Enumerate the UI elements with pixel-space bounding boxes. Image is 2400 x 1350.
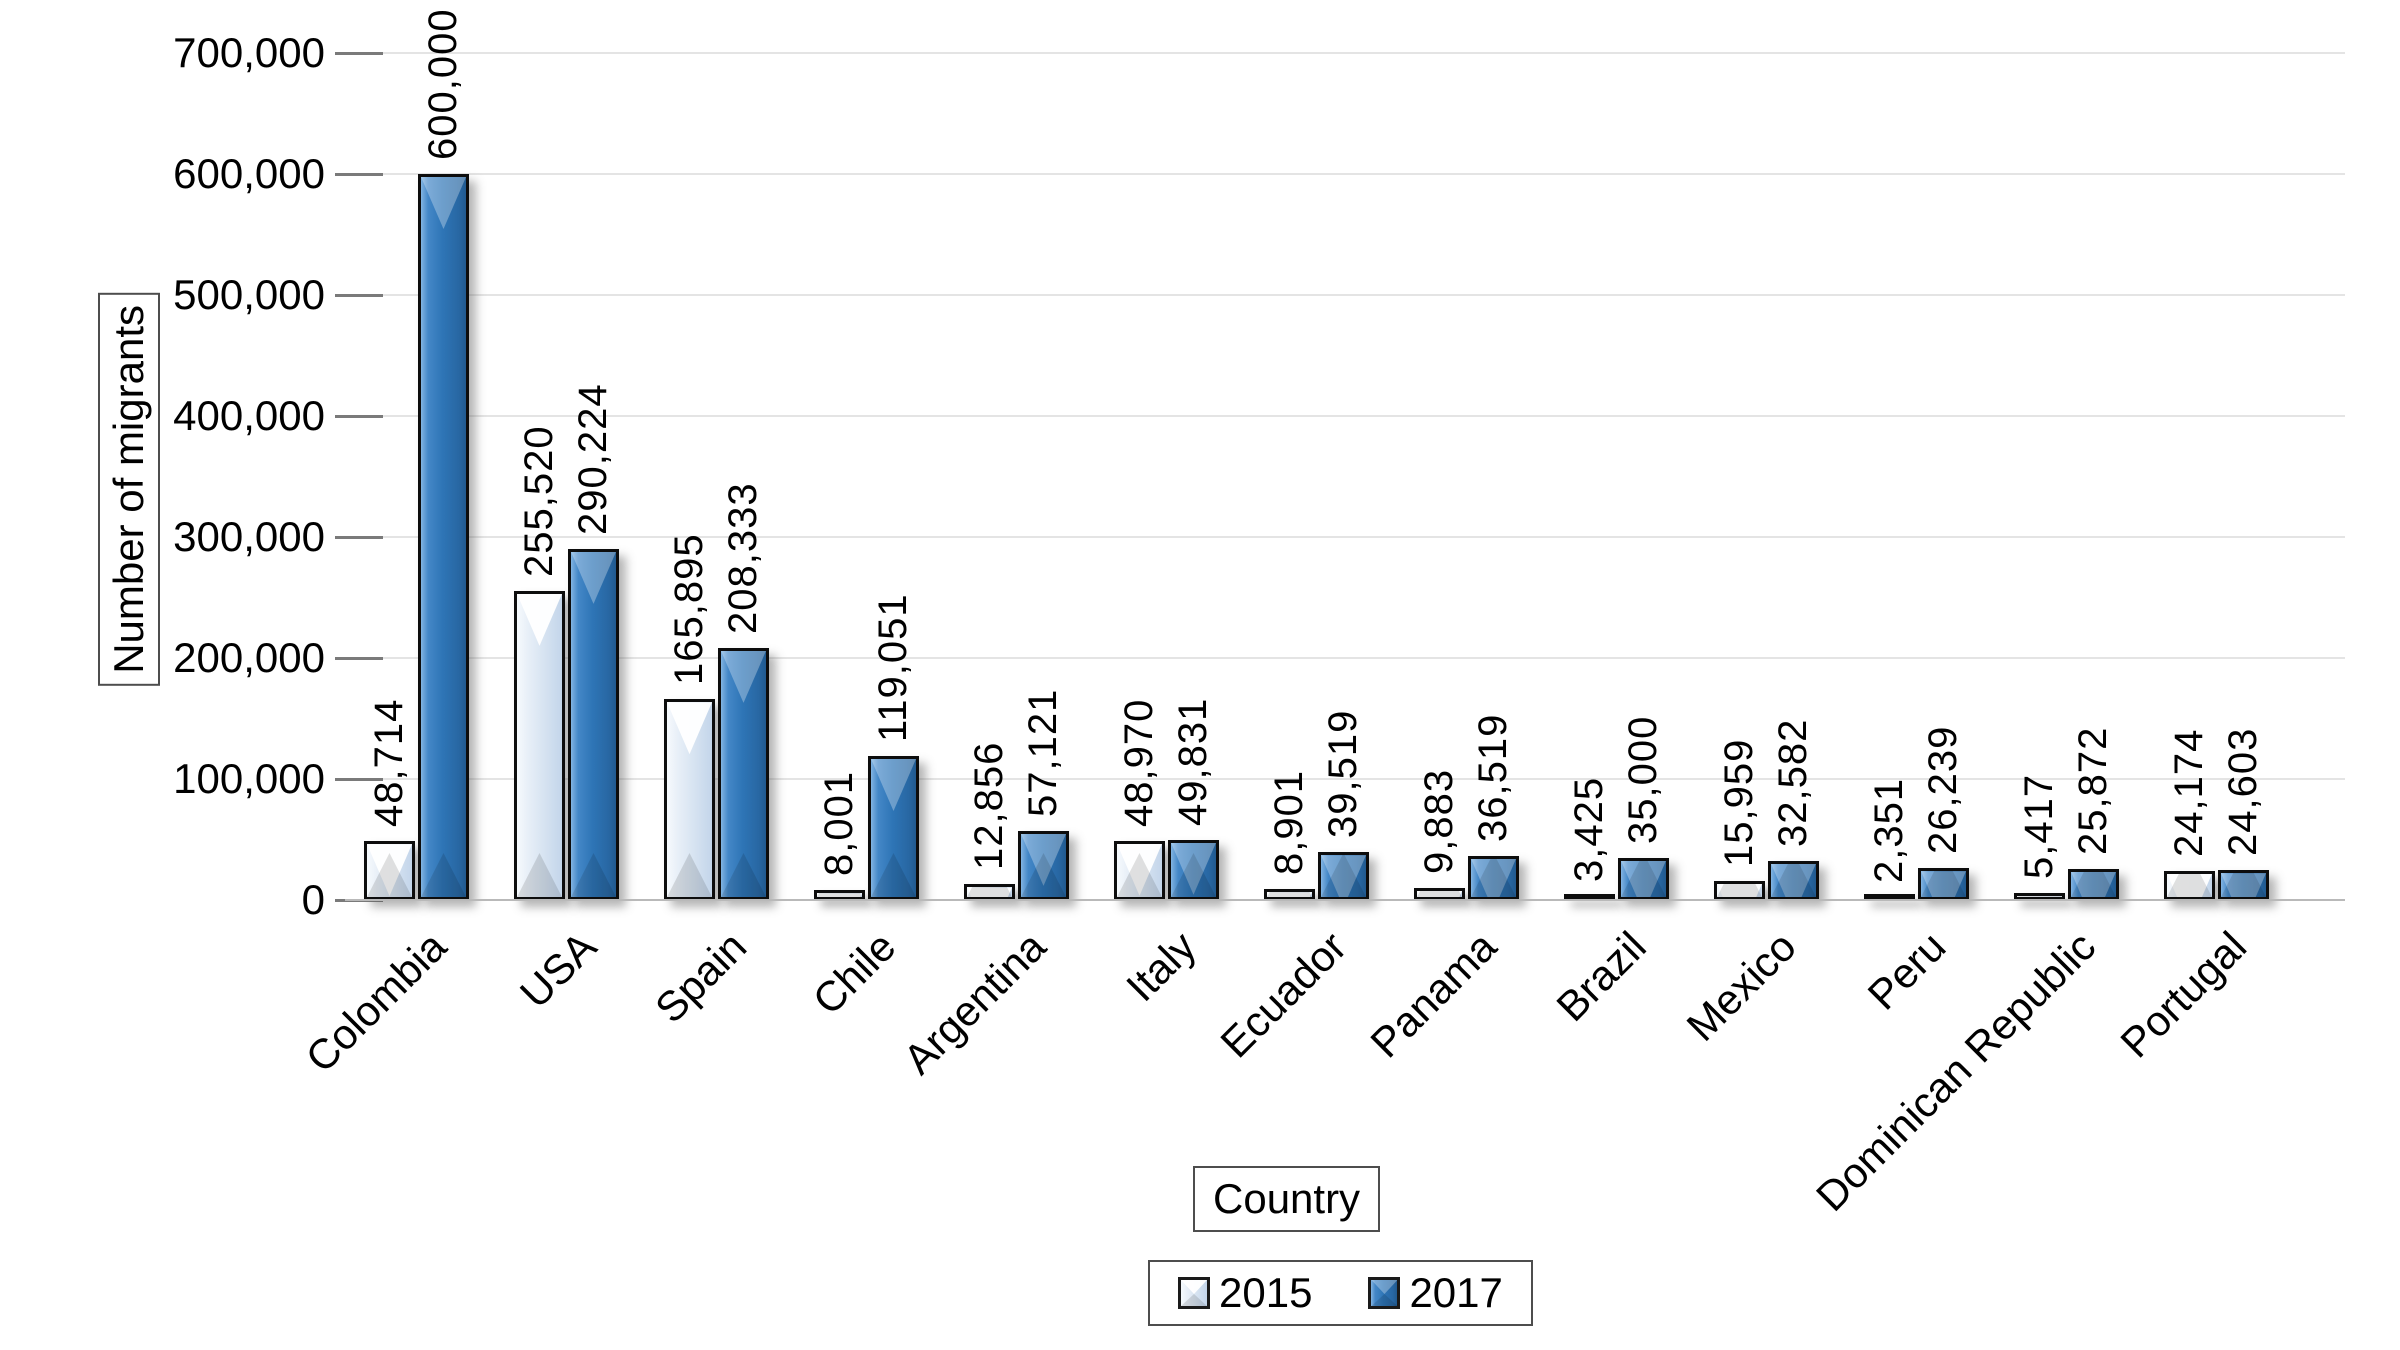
bar-2017-dominican-republic (2068, 868, 2119, 900)
bar-2015-usa (514, 590, 565, 900)
y-tick-mark (335, 52, 383, 55)
y-tick-mark (335, 173, 383, 176)
bar-2015-argentina (964, 884, 1015, 900)
legend-item-2015: 2015 (1178, 1271, 1312, 1315)
bar-2015-chile (814, 890, 865, 900)
bar-2017-usa (568, 548, 619, 900)
y-tick-label-300,000: 300,000 (173, 513, 325, 560)
data-label-2015-ecuador: 8,901 (1266, 770, 1311, 876)
bar-2015-panama (1414, 888, 1465, 900)
data-label-2017-italy: 49,831 (1170, 697, 1215, 826)
x-tick-label-portugal: Portugal (2110, 922, 2255, 1067)
data-label-2015-dominican-republic: 5,417 (2016, 774, 2061, 880)
y-tick-label-400,000: 400,000 (173, 392, 325, 439)
data-label-2015-portugal: 24,174 (2166, 728, 2211, 857)
data-label-2015-argentina: 12,856 (966, 742, 1011, 871)
gridline-500,000 (345, 294, 2345, 296)
data-label-2017-portugal: 24,603 (2220, 727, 2265, 857)
data-label-2015-chile: 8,001 (816, 771, 861, 877)
data-label-2017-brazil: 35,000 (1620, 715, 1665, 844)
x-tick-label-panama: Panama (1360, 922, 1505, 1067)
bar-2017-colombia (418, 174, 469, 900)
data-label-2017-spain: 208,333 (720, 482, 765, 634)
x-tick-label-usa: USA (510, 922, 605, 1017)
data-label-2017-mexico: 32,582 (1770, 718, 1815, 847)
legend-label-2015: 2015 (1219, 1269, 1313, 1316)
x-tick-label-chile: Chile (803, 922, 905, 1024)
bar-2017-spain (718, 647, 769, 900)
bar-2015-peru (1864, 894, 1915, 900)
bar-2015-ecuador (1264, 889, 1315, 900)
data-label-2017-chile: 119,051 (870, 593, 915, 742)
data-label-2015-mexico: 15,959 (1716, 738, 1761, 867)
data-label-2015-colombia: 48,714 (366, 698, 411, 828)
bar-2017-portugal (2218, 870, 2269, 900)
data-label-2017-panama: 36,519 (1470, 713, 1515, 842)
gridline-0 (345, 899, 2345, 901)
bar-2017-ecuador (1318, 852, 1369, 900)
bar-2015-spain (664, 699, 715, 900)
data-label-2017-argentina: 57,121 (1020, 688, 1065, 817)
legend: 2015 2017 (1148, 1260, 1533, 1326)
y-axis-title: Number of migrants (98, 293, 160, 686)
bar-2015-colombia (364, 841, 415, 900)
bar-2015-mexico (1714, 880, 1765, 900)
gridline-100,000 (345, 778, 2345, 780)
data-label-2017-usa: 290,224 (570, 383, 615, 535)
bar-2017-peru (1918, 868, 1969, 900)
bar-2017-argentina (1018, 830, 1069, 900)
y-tick-mark (335, 778, 383, 781)
x-tick-label-spain: Spain (645, 922, 755, 1032)
gridline-700,000 (345, 52, 2345, 54)
y-tick-mark (335, 415, 383, 418)
bar-2015-italy (1114, 840, 1165, 900)
x-tick-label-mexico: Mexico (1677, 922, 1805, 1050)
y-tick-label-500,000: 500,000 (173, 271, 325, 318)
data-label-2017-dominican-republic: 25,872 (2070, 726, 2115, 855)
data-label-2017-peru: 26,239 (1920, 725, 1965, 855)
y-tick-label-100,000: 100,000 (173, 755, 325, 802)
x-tick-label-dominican-republic: Dominican Republic (1807, 922, 2105, 1220)
x-tick-label-colombia: Colombia (296, 922, 455, 1082)
data-label-2015-peru: 2,351 (1866, 777, 1911, 883)
data-label-2015-italy: 48,970 (1116, 698, 1161, 827)
bar-2015-brazil (1564, 894, 1615, 900)
legend-marker-2015-icon (1178, 1277, 1210, 1309)
legend-label-2017: 2017 (1409, 1269, 1503, 1316)
data-label-2015-spain: 165,895 (666, 533, 711, 686)
bar-2017-brazil (1618, 857, 1669, 900)
x-tick-label-argentina: Argentina (894, 922, 1055, 1083)
y-tick-label-0: 0 (301, 876, 325, 923)
bar-2017-panama (1468, 855, 1519, 900)
data-label-2015-usa: 255,520 (516, 425, 561, 577)
y-tick-label-700,000: 700,000 (173, 29, 325, 76)
x-tick-label-brazil: Brazil (1547, 922, 1655, 1031)
data-label-2017-ecuador: 39,519 (1320, 709, 1365, 839)
legend-marker-2017-icon (1368, 1277, 1401, 1309)
y-tick-label-600,000: 600,000 (173, 150, 325, 197)
bar-2015-dominican-republic (2014, 893, 2065, 900)
y-tick-mark (335, 536, 383, 539)
legend-item-2017: 2017 (1368, 1269, 1503, 1316)
gridline-400,000 (345, 415, 2345, 417)
y-tick-label-200,000: 200,000 (173, 634, 325, 681)
y-tick-mark (335, 657, 383, 660)
data-label-2015-panama: 9,883 (1416, 768, 1461, 875)
y-tick-mark (335, 294, 383, 297)
bar-2015-portugal (2164, 870, 2215, 900)
gridline-300,000 (345, 536, 2345, 538)
bar-2017-italy (1168, 839, 1219, 900)
x-axis-title: Country (1193, 1166, 1381, 1232)
plot-area: 0 100,000 200,000 300,000 400,000 500,000 600,… (173, 8, 2345, 1220)
data-label-2017-colombia: 600,000 (420, 8, 465, 160)
x-tick-label-italy: Italy (1117, 922, 1205, 1011)
x-tick-label-ecuador: Ecuador (1210, 922, 1355, 1067)
bar-2017-mexico (1768, 860, 1819, 900)
data-label-2015-brazil: 3,425 (1566, 776, 1611, 882)
bar-2017-chile (868, 755, 919, 900)
gridline-600,000 (345, 173, 2345, 175)
gridline-200,000 (345, 657, 2345, 659)
x-tick-label-peru: Peru (1858, 922, 1955, 1019)
